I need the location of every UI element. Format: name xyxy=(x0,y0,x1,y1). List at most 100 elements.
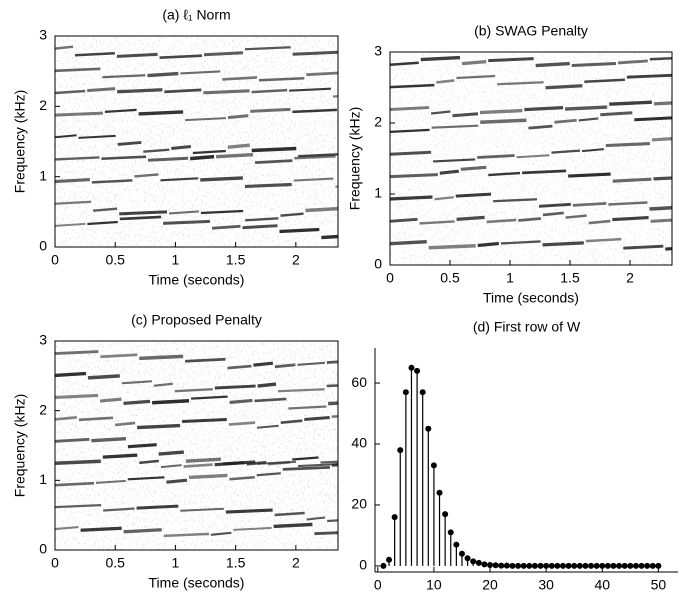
note-trace xyxy=(274,363,296,369)
stem-marker xyxy=(470,558,477,565)
stem-marker xyxy=(543,562,550,569)
note-trace xyxy=(164,88,202,94)
note-trace xyxy=(55,67,101,73)
note-trace xyxy=(480,118,527,124)
note-trace xyxy=(497,81,544,86)
note-trace xyxy=(521,169,567,175)
note-trace xyxy=(78,416,114,422)
note-trace xyxy=(486,218,517,224)
panel: 0 10 20 30 40 50 0 20 40 60 (d) First row of W xyxy=(351,319,678,593)
note-trace xyxy=(331,463,338,467)
note-trace xyxy=(280,212,304,217)
note-trace xyxy=(185,117,227,122)
note-trace xyxy=(305,206,338,213)
stem-marker xyxy=(593,562,600,569)
note-trace xyxy=(297,361,325,366)
note-trace xyxy=(477,154,515,159)
note-trace xyxy=(500,240,541,245)
note-trace xyxy=(535,61,570,68)
stem-marker xyxy=(475,559,482,566)
note-trace xyxy=(244,46,291,51)
note-trace xyxy=(542,241,584,247)
stem-marker xyxy=(565,562,572,569)
note-trace xyxy=(55,481,95,487)
note-trace xyxy=(564,105,608,111)
x-tick-label: 30 xyxy=(538,577,554,593)
note-trace xyxy=(251,88,288,94)
note-trace xyxy=(538,202,571,208)
note-trace xyxy=(420,55,461,62)
note-traces xyxy=(55,350,338,538)
note-trace xyxy=(332,95,338,98)
note-trace xyxy=(99,397,122,403)
note-trace xyxy=(139,354,184,361)
stem-marker xyxy=(419,389,426,396)
stem-marker xyxy=(458,550,465,557)
note-trace xyxy=(274,511,305,517)
note-trace xyxy=(180,507,224,512)
note-trace xyxy=(268,460,291,466)
stem-marker xyxy=(576,562,583,569)
note-trace xyxy=(228,421,256,426)
note-trace xyxy=(102,453,138,459)
note-trace xyxy=(609,100,652,106)
x-tick-label: 0 xyxy=(51,555,59,571)
y-tick-label: 1 xyxy=(374,185,382,201)
note-trace xyxy=(428,243,476,250)
note-trace xyxy=(182,418,227,424)
note-trace xyxy=(327,519,338,523)
stem-marker xyxy=(599,562,606,569)
note-trace xyxy=(102,74,146,79)
note-trace xyxy=(87,374,120,380)
note-trace xyxy=(185,457,221,463)
y-axis-label: Frequency (kHz) xyxy=(347,107,363,210)
note-trace xyxy=(605,142,650,148)
note-trace xyxy=(100,353,138,359)
stem-marker xyxy=(391,514,398,521)
note-trace xyxy=(214,384,256,390)
note-trace xyxy=(460,165,487,171)
note-trace xyxy=(123,528,162,534)
note-trace xyxy=(568,172,611,178)
note-trace xyxy=(390,150,432,156)
note-trace xyxy=(292,50,338,56)
note-trace xyxy=(649,57,672,61)
stem-marker xyxy=(548,562,555,569)
note-trace xyxy=(203,89,250,95)
stem-marker xyxy=(588,562,595,569)
x-tick-label: 20 xyxy=(482,577,498,593)
note-trace xyxy=(134,173,159,178)
x-tick-label: 1 xyxy=(506,270,514,286)
stem-marker xyxy=(649,562,656,569)
note-trace xyxy=(545,84,583,90)
spectrogram-texture xyxy=(55,341,338,550)
stem-marker xyxy=(582,562,589,569)
note-trace xyxy=(55,526,79,531)
note-trace xyxy=(326,360,338,364)
stem-marker xyxy=(425,425,432,432)
x-tick-label: 0.5 xyxy=(440,270,460,286)
note-trace xyxy=(612,177,652,183)
note-trace xyxy=(87,220,118,226)
note-trace xyxy=(294,154,336,160)
note-trace xyxy=(183,463,213,468)
note-trace xyxy=(256,472,281,477)
note-trace xyxy=(250,107,291,113)
note-trace xyxy=(138,110,184,116)
note-trace xyxy=(280,419,303,424)
note-trace xyxy=(55,45,74,50)
plot-frame xyxy=(54,340,339,551)
note-trace xyxy=(488,171,521,177)
note-trace xyxy=(518,217,542,222)
note-trace xyxy=(127,476,165,481)
x-tick-label: 0.5 xyxy=(105,555,125,571)
note-trace xyxy=(251,146,297,153)
x-tick-label: 0 xyxy=(374,577,382,593)
note-trace xyxy=(452,112,479,118)
note-trace xyxy=(136,504,179,510)
note-trace xyxy=(456,215,485,222)
x-tick-label: 0 xyxy=(51,252,59,268)
note-trace xyxy=(524,106,564,112)
note-trace xyxy=(121,380,153,385)
stem-marker xyxy=(610,562,617,569)
